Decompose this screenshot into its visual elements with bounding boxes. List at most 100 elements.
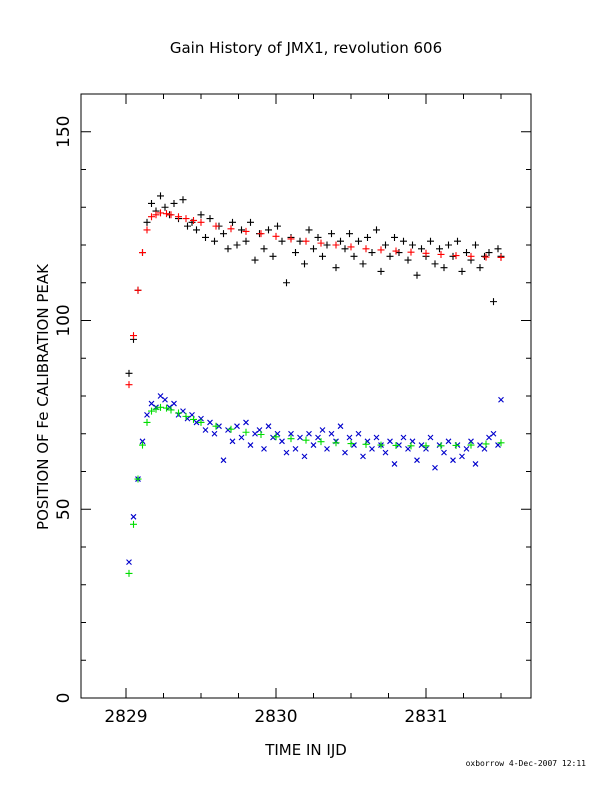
data-point: [472, 241, 479, 249]
data-point: [449, 252, 457, 260]
data-point: [125, 381, 133, 389]
data-point: [328, 230, 335, 238]
data-point: [220, 457, 227, 464]
data-point: [167, 211, 175, 219]
data-point: [440, 264, 448, 272]
data-point: [360, 453, 366, 460]
data-point: [414, 457, 420, 464]
data-point: [323, 241, 331, 249]
tick-labels: 2829 2830 2831 0 50 100 150: [54, 116, 448, 727]
x-tick-label: 2829: [104, 707, 147, 727]
data-point: [130, 520, 137, 528]
data-point: [432, 464, 438, 471]
data-point: [337, 423, 344, 430]
data-point: [332, 264, 340, 272]
data-point: [148, 407, 155, 415]
data-point: [441, 449, 447, 456]
data-point: [125, 369, 133, 377]
data-point: [452, 441, 460, 449]
data-point: [212, 222, 220, 230]
series-2: [126, 393, 504, 565]
data-point: [355, 430, 362, 437]
data-point: [422, 249, 430, 257]
data-point: [242, 237, 250, 245]
data-point: [272, 232, 280, 240]
plot-frame: [80, 93, 532, 699]
data-point: [288, 430, 294, 437]
data-point: [490, 298, 497, 306]
data-point: [227, 225, 235, 233]
data-point: [306, 430, 312, 437]
data-point: [302, 237, 310, 245]
data-point: [476, 264, 484, 272]
data-point: [143, 418, 151, 426]
data-point: [368, 249, 376, 257]
data-point: [346, 434, 353, 441]
series-0: [125, 192, 505, 377]
data-point: [317, 239, 325, 247]
data-point: [346, 230, 353, 238]
data-point: [373, 226, 380, 234]
data-point: [247, 442, 254, 448]
data-point: [296, 237, 304, 245]
data-point: [472, 461, 479, 467]
data-point: [392, 247, 400, 255]
data-point: [495, 442, 501, 448]
data-point: [445, 241, 452, 249]
data-point: [437, 250, 445, 258]
data-point: [257, 431, 265, 439]
data-point: [287, 435, 295, 443]
series-layer: [125, 192, 505, 577]
data-point: [144, 411, 150, 418]
data-point: [167, 406, 175, 414]
data-point: [179, 196, 187, 204]
data-point: [450, 457, 456, 464]
data-point: [404, 256, 412, 264]
data-point: [125, 569, 133, 577]
data-point: [301, 453, 308, 460]
data-point: [193, 226, 200, 234]
data-point: [143, 226, 151, 234]
data-point: [405, 445, 411, 452]
data-point: [197, 211, 205, 219]
chart-title: Gain History of JMX1, revolution 606: [170, 39, 442, 57]
data-point: [315, 434, 321, 441]
data-point: [395, 249, 403, 257]
data-point: [238, 226, 245, 234]
data-point: [409, 241, 416, 249]
data-point: [265, 226, 272, 234]
data-point: [220, 230, 227, 238]
data-point: [202, 233, 209, 241]
series-1: [125, 209, 505, 389]
data-point: [386, 252, 394, 260]
data-point: [260, 245, 268, 253]
data-point: [459, 453, 465, 460]
data-point: [418, 245, 425, 253]
data-point: [274, 222, 281, 230]
data-point: [170, 199, 178, 207]
data-point: [163, 210, 170, 218]
data-point: [206, 215, 214, 223]
x-tick-label: 2830: [254, 707, 297, 727]
data-point: [292, 445, 299, 452]
data-point: [157, 403, 164, 411]
data-point: [310, 245, 317, 253]
data-point: [287, 235, 295, 243]
data-point: [134, 475, 142, 483]
data-point: [143, 218, 151, 226]
data-point: [332, 241, 340, 249]
data-point: [212, 422, 220, 430]
data-point: [427, 237, 434, 245]
data-point: [197, 218, 205, 226]
data-point: [148, 213, 155, 221]
data-point: [175, 409, 182, 417]
data-point: [265, 423, 272, 430]
data-point: [242, 227, 250, 235]
data-point: [283, 449, 290, 456]
data-point: [227, 425, 235, 433]
data-point: [224, 245, 232, 253]
data-point: [392, 441, 400, 449]
data-point: [373, 434, 380, 441]
axis-ticks: [81, 93, 531, 699]
